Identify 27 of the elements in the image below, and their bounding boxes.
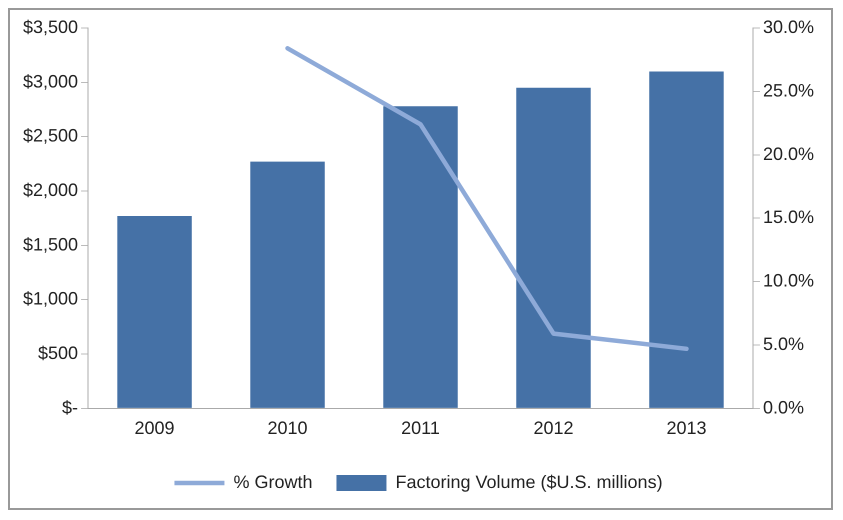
y-tick-label: $1,500 xyxy=(22,234,78,254)
legend-label: Factoring Volume ($U.S. millions) xyxy=(395,472,663,492)
bar xyxy=(250,162,325,408)
y2-tick-label: 10.0% xyxy=(762,270,814,291)
y2-tick-label: 0.0% xyxy=(762,397,804,418)
y-tick-label: $3,500 xyxy=(22,16,78,37)
bar xyxy=(516,88,591,408)
x-tick-label: 2012 xyxy=(533,418,574,438)
y2-tick-label: 5.0% xyxy=(762,334,804,354)
legend-label: % Growth xyxy=(233,472,312,492)
y2-tick-label: 25.0% xyxy=(762,80,814,100)
y-tick-label: $2,000 xyxy=(22,180,78,200)
x-tick-label: 2009 xyxy=(134,418,175,438)
x-tick-label: 2010 xyxy=(268,418,308,438)
bar xyxy=(649,71,724,408)
y-tick-label: $2,500 xyxy=(22,126,78,146)
y-tick-label: $1,000 xyxy=(22,288,78,309)
bar xyxy=(383,106,458,408)
y2-tick-label: 15.0% xyxy=(762,207,814,228)
y2-tick-label: 30.0% xyxy=(762,16,814,37)
y2-tick-label: 20.0% xyxy=(762,144,814,164)
y-tick-label: $500 xyxy=(38,343,78,364)
y-tick-label: $- xyxy=(62,397,78,418)
y-tick-label: $3,000 xyxy=(22,71,78,92)
bar xyxy=(117,216,192,408)
x-tick-label: 2011 xyxy=(401,418,440,438)
x-tick-label: 2013 xyxy=(666,418,706,438)
